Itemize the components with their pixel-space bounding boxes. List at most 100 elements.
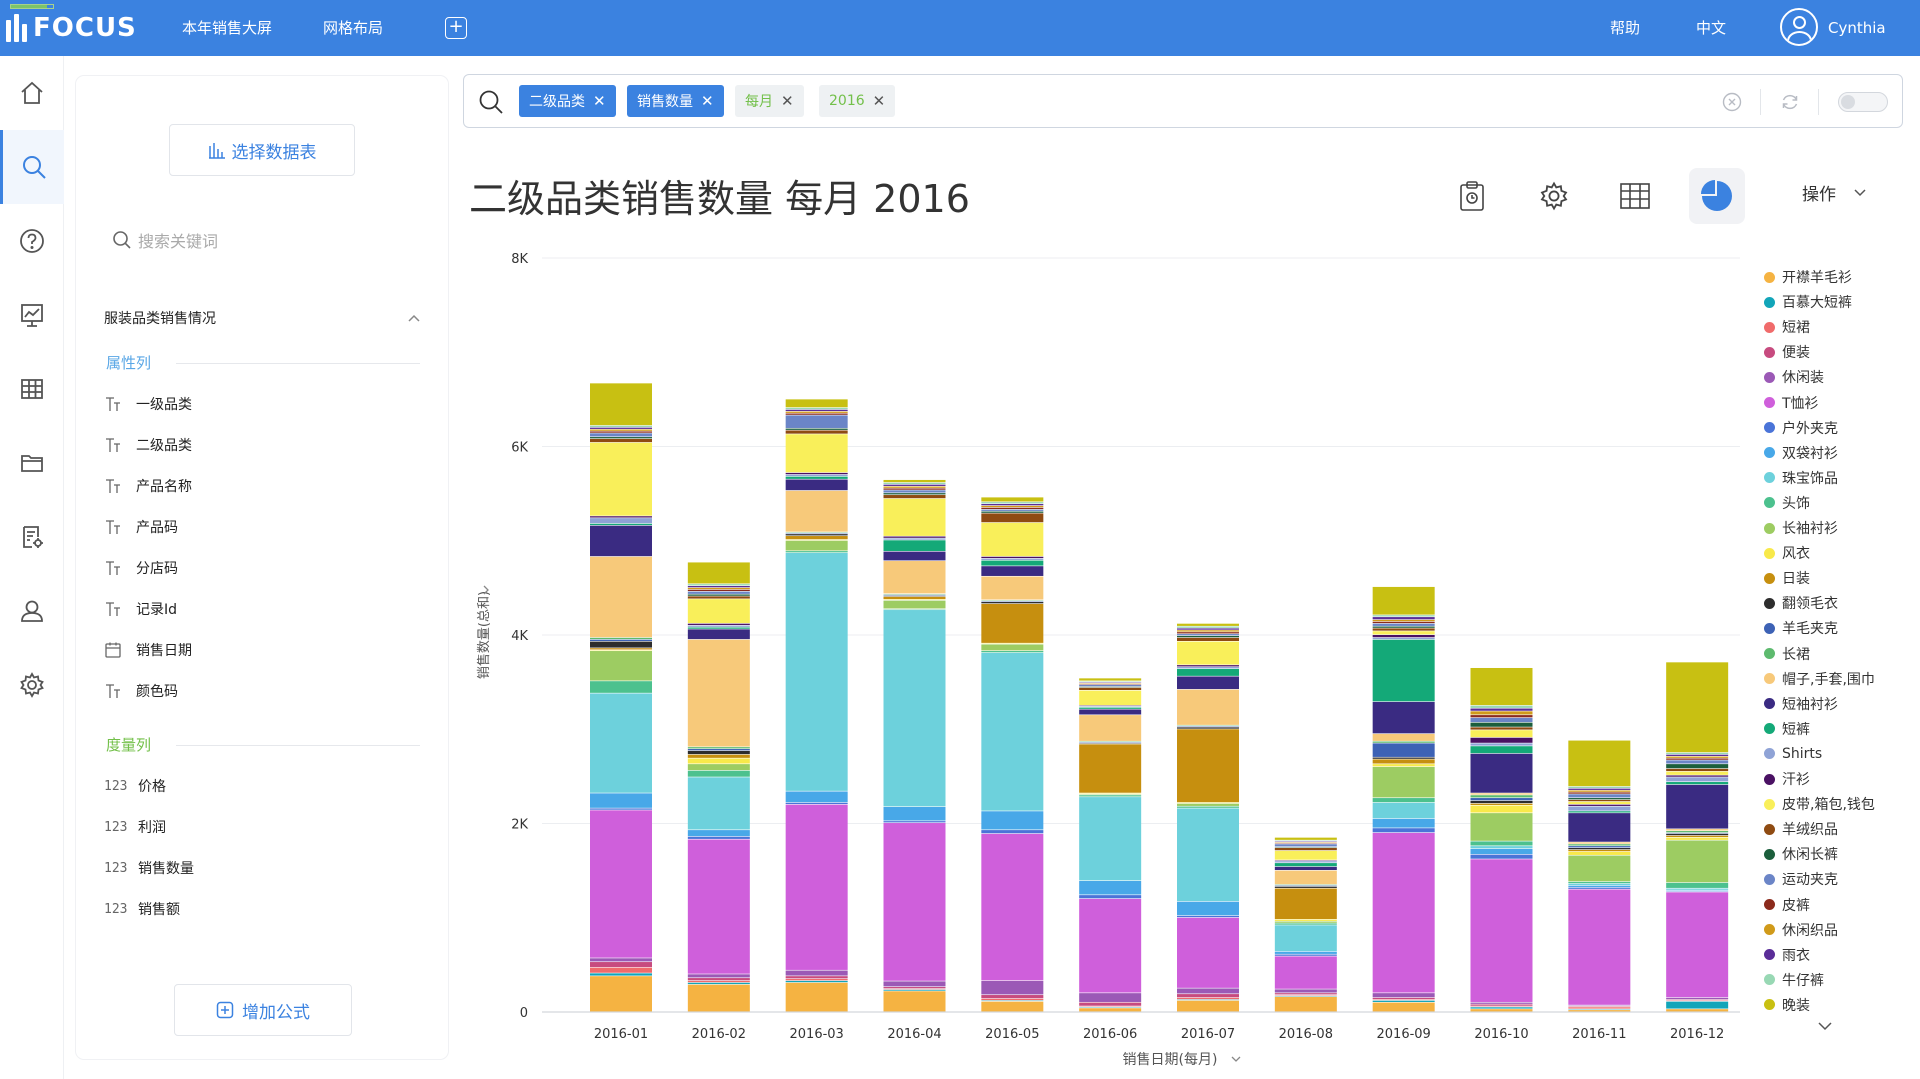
bar-segment[interactable]	[786, 971, 848, 976]
bar-segment[interactable]	[1275, 838, 1337, 840]
bar-segment[interactable]	[1471, 795, 1533, 797]
bar-segment[interactable]	[590, 524, 652, 525]
bar-segment[interactable]	[688, 629, 750, 639]
bar-segment[interactable]	[1666, 662, 1728, 752]
legend-item[interactable]: 短裤	[1764, 720, 1810, 738]
bar-segment[interactable]	[1568, 789, 1630, 790]
bar-segment[interactable]	[1373, 617, 1435, 619]
legend-item[interactable]: 休闲长裤	[1764, 845, 1838, 863]
bar-segment[interactable]	[1177, 632, 1239, 633]
bar-segment[interactable]	[688, 777, 750, 829]
bar-segment[interactable]	[786, 491, 848, 532]
search-chip[interactable]: 销售数量 ✕	[627, 85, 724, 117]
bar-segment[interactable]	[1373, 640, 1435, 702]
bar-segment[interactable]	[786, 429, 848, 430]
search-chip[interactable]: 2016 ✕	[819, 85, 895, 117]
bar-segment[interactable]	[1666, 764, 1728, 768]
bar-segment[interactable]	[884, 610, 946, 806]
bar-segment[interactable]	[1666, 777, 1728, 781]
close-icon[interactable]: ✕	[781, 92, 794, 110]
bar-segment[interactable]	[884, 490, 946, 492]
bar-segment[interactable]	[590, 808, 652, 809]
legend-item[interactable]: 短袖衬衫	[1764, 695, 1838, 713]
bar-segment[interactable]	[884, 487, 946, 488]
bar-segment[interactable]	[1079, 895, 1141, 898]
bar-segment[interactable]	[688, 594, 750, 595]
rail-user[interactable]	[0, 574, 64, 648]
bar-segment[interactable]	[688, 837, 750, 839]
x-axis-label[interactable]: 销售日期(每月)	[1123, 1052, 1218, 1068]
bar-segment[interactable]	[981, 1002, 1043, 1012]
bar-segment[interactable]	[590, 958, 652, 961]
bar-segment[interactable]	[981, 559, 1043, 560]
bar-segment[interactable]	[590, 430, 652, 431]
bar-segment[interactable]	[1373, 622, 1435, 623]
bar-segment[interactable]	[1666, 838, 1728, 840]
bar-segment[interactable]	[981, 557, 1043, 558]
measure-field[interactable]: 123 价格	[104, 776, 166, 796]
bar-segment[interactable]	[1471, 859, 1533, 1002]
bar-segment[interactable]	[1373, 819, 1435, 828]
bar-segment[interactable]	[688, 596, 750, 598]
rail-dashboard[interactable]	[0, 278, 64, 352]
bar-segment[interactable]	[884, 537, 946, 538]
bar-segment[interactable]	[786, 414, 848, 415]
bar-segment[interactable]	[1471, 715, 1533, 717]
legend-item[interactable]: Shirts	[1764, 745, 1822, 763]
bar-segment[interactable]	[1471, 754, 1533, 793]
bar-segment[interactable]	[1471, 841, 1533, 845]
select-data-table-button[interactable]: 选择数据表	[169, 124, 355, 176]
legend-item[interactable]: 头饰	[1764, 494, 1810, 512]
bar-segment[interactable]	[1568, 889, 1630, 1004]
bar-segment[interactable]	[1471, 801, 1533, 803]
table-view-button[interactable]	[1607, 168, 1663, 224]
bar-segment[interactable]	[1568, 787, 1630, 788]
bar-segment[interactable]	[1177, 638, 1239, 641]
bar-segment[interactable]	[1471, 804, 1533, 805]
bar-segment[interactable]	[590, 648, 652, 649]
bar-segment[interactable]	[1471, 793, 1533, 794]
bar-segment[interactable]	[1275, 997, 1337, 1011]
bar-segment[interactable]	[786, 430, 848, 433]
bar-segment[interactable]	[1471, 718, 1533, 722]
bar-segment[interactable]	[981, 604, 1043, 643]
bar-segment[interactable]	[590, 557, 652, 637]
bar-segment[interactable]	[1373, 624, 1435, 626]
bar-segment[interactable]	[884, 485, 946, 486]
bar-segment[interactable]	[884, 821, 946, 822]
bar-segment[interactable]	[590, 793, 652, 807]
bar-segment[interactable]	[1568, 791, 1630, 792]
rail-home[interactable]	[0, 56, 64, 130]
bar-segment[interactable]	[981, 513, 1043, 522]
bar-segment[interactable]	[590, 693, 652, 792]
bar-segment[interactable]	[590, 973, 652, 975]
bar-segment[interactable]	[1177, 804, 1239, 806]
bar-segment[interactable]	[1568, 842, 1630, 843]
bar-segment[interactable]	[688, 590, 750, 591]
bar-segment[interactable]	[1275, 920, 1337, 921]
bar-segment[interactable]	[1568, 741, 1630, 787]
bar-segment[interactable]	[1275, 887, 1337, 888]
bar-segment[interactable]	[1177, 1001, 1239, 1012]
user-name[interactable]: Cynthia	[1828, 0, 1886, 56]
bar-segment[interactable]	[1373, 587, 1435, 615]
bar-segment[interactable]	[1275, 848, 1337, 850]
bar-segment[interactable]	[884, 823, 946, 981]
bar-segment[interactable]	[786, 803, 848, 804]
rail-table[interactable]	[0, 352, 64, 426]
bar-segment[interactable]	[1471, 730, 1533, 737]
bar-segment[interactable]	[1373, 1003, 1435, 1012]
table-header[interactable]: 服装品类销售情况	[104, 308, 420, 328]
bar-segment[interactable]	[590, 640, 652, 641]
bar-segment[interactable]	[590, 431, 652, 432]
bar-segment[interactable]	[786, 410, 848, 411]
bar-segment[interactable]	[1568, 850, 1630, 851]
legend-item[interactable]: 雨衣	[1764, 946, 1810, 964]
bar-segment[interactable]	[884, 552, 946, 561]
rail-search[interactable]	[0, 130, 64, 204]
legend-item[interactable]: 珠宝饰品	[1764, 469, 1838, 487]
bar-segment[interactable]	[688, 981, 750, 982]
bar-segment[interactable]	[1177, 667, 1239, 668]
legend-item[interactable]: 双袋衬衫	[1764, 444, 1838, 462]
bar-segment[interactable]	[1471, 746, 1533, 753]
